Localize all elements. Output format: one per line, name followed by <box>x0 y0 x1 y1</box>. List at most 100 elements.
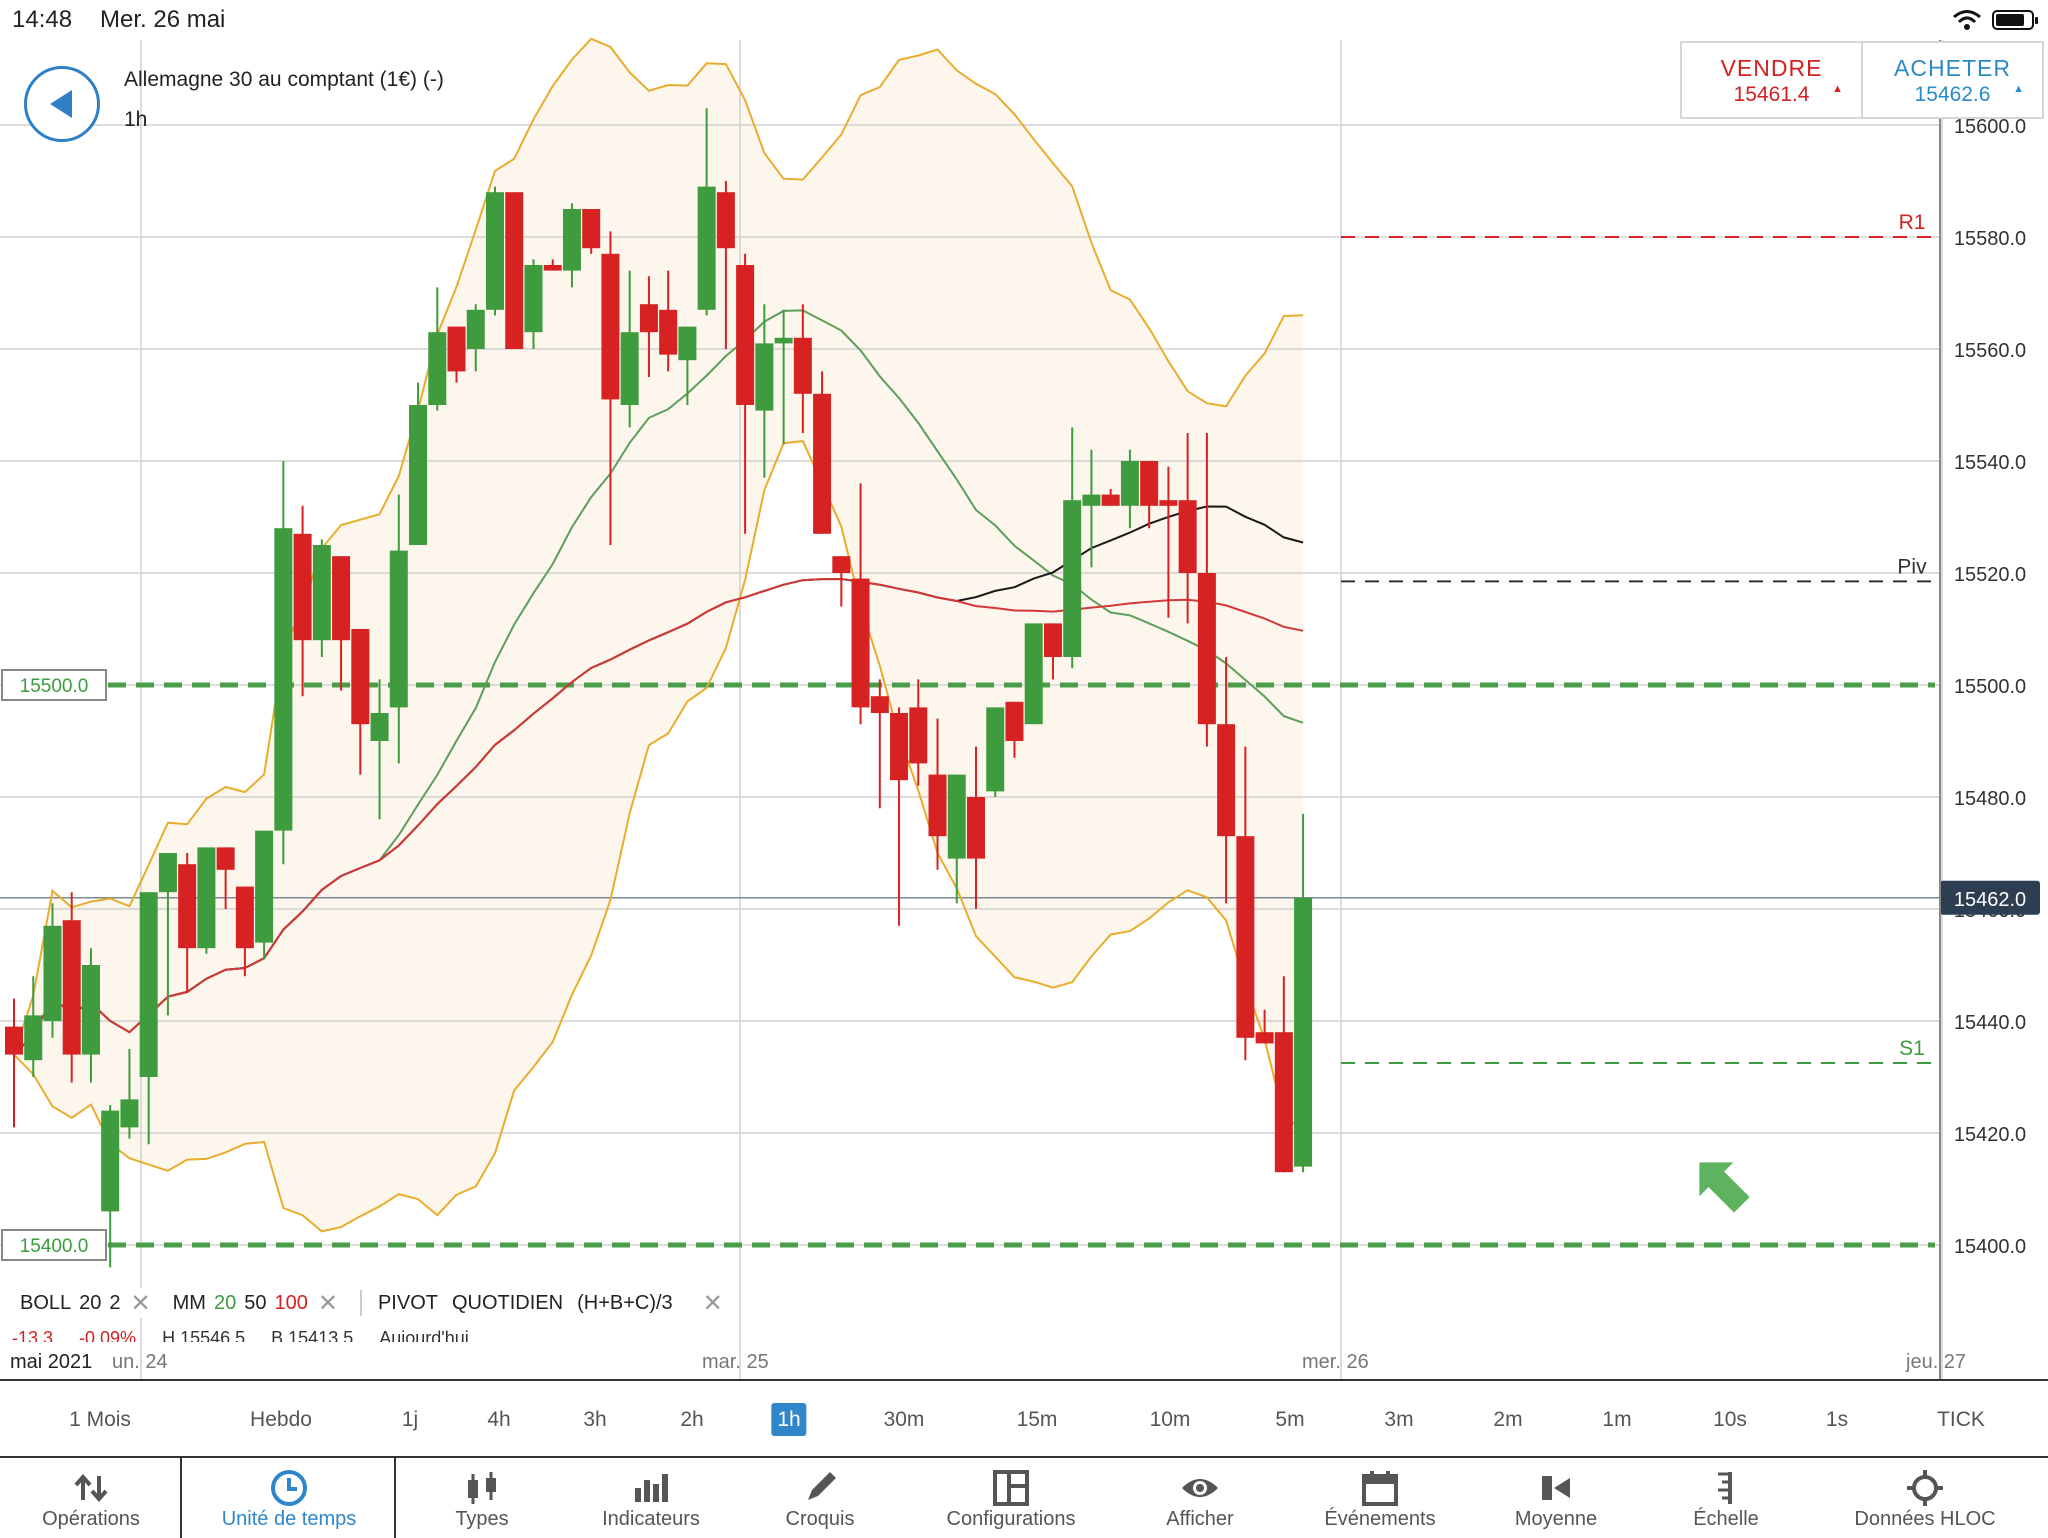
chart-area[interactable]: 15400.015420.015440.015460.015480.015500… <box>0 0 2048 1380</box>
candle-body <box>562 209 581 271</box>
nav-timeframe[interactable]: Unité de temps <box>182 1458 396 1536</box>
sell-button[interactable]: VENDRE 15461.4 ▲ <box>1682 43 1861 117</box>
timeframe-1h[interactable]: 1h <box>771 1403 807 1436</box>
candle-body <box>678 326 697 361</box>
nav-average-label: Moyenne <box>1514 1508 1598 1530</box>
timeframe-10s[interactable]: 10s <box>1713 1408 1747 1431</box>
nav-hloc[interactable]: Données HLOC <box>1816 1458 2034 1536</box>
nav-scale[interactable]: Échelle <box>1636 1458 1816 1536</box>
x-axis: mai 2021 un. 24 mar. 25 mer. 26 jeu. 27 <box>0 1349 2048 1379</box>
timeframe-3h[interactable]: 3h <box>583 1408 607 1431</box>
nav-display-label: Afficher <box>1166 1508 1234 1530</box>
nav-display[interactable]: Afficher <box>1116 1458 1284 1536</box>
remove-pivot-icon[interactable]: ✕ <box>702 1289 723 1317</box>
candle-body <box>736 265 755 405</box>
bottom-nav: Opérations Unité de temps Types Indicate… <box>0 1456 2048 1538</box>
x-label-27: jeu. 27 <box>1906 1351 1967 1373</box>
candle-body <box>716 192 735 249</box>
instrument-name: Allemagne 30 au comptant (1€) (-) <box>124 68 444 91</box>
y-tick-label: 15580.0 <box>1954 228 2026 250</box>
x-label-25: mar. 25 <box>702 1351 769 1373</box>
status-bar: 14:48 Mer. 26 mai <box>0 0 2048 40</box>
candle-body <box>505 192 524 349</box>
remove-mm-icon[interactable]: ✕ <box>317 1289 338 1317</box>
eye-icon <box>1182 1479 1218 1497</box>
legend-divider <box>359 1290 362 1316</box>
y-tick-label: 15560.0 <box>1954 340 2026 362</box>
timeframe-1m[interactable]: 1m <box>1602 1408 1632 1431</box>
nav-timeframe-label: Unité de temps <box>221 1508 357 1530</box>
y-tick-label: 15420.0 <box>1954 1124 2026 1146</box>
green-arrow-icon <box>1699 1162 1750 1213</box>
timeframe-1j[interactable]: 1j <box>401 1408 419 1431</box>
candle-body <box>755 343 774 411</box>
timeframe-3m[interactable]: 3m <box>1384 1408 1414 1431</box>
candle-body <box>466 309 485 349</box>
candle-body <box>24 1015 43 1061</box>
candle-body <box>1159 500 1178 506</box>
s1-label: S1 <box>1899 1037 1925 1060</box>
back-button[interactable] <box>24 66 100 142</box>
remove-boll-icon[interactable]: ✕ <box>130 1289 151 1317</box>
mm-name[interactable]: MM <box>172 1291 206 1314</box>
candle-body <box>120 1099 139 1128</box>
timeframe-1-mois[interactable]: 1 Mois <box>69 1408 131 1431</box>
buy-up-arrow-icon: ▲ <box>2013 83 2024 95</box>
candle-body <box>832 556 851 573</box>
nav-divider-1 <box>180 1458 182 1538</box>
pencil-icon <box>808 1472 836 1500</box>
timeframe-5m[interactable]: 5m <box>1275 1408 1305 1431</box>
boll-name[interactable]: BOLL <box>20 1291 72 1314</box>
nav-sketches[interactable]: Croquis <box>734 1458 906 1536</box>
candle-body <box>697 186 716 310</box>
scale-icon <box>1718 1472 1732 1504</box>
timeframe-2m[interactable]: 2m <box>1493 1408 1523 1431</box>
timeframe-1s[interactable]: 1s <box>1825 1408 1849 1431</box>
nav-types[interactable]: Types <box>396 1458 568 1536</box>
timeframe-2h[interactable]: 2h <box>680 1408 704 1431</box>
candle-body <box>293 533 312 641</box>
timeframe-tick[interactable]: TICK <box>1937 1408 1985 1431</box>
y-tick-label: 15540.0 <box>1954 452 2026 474</box>
candle-body <box>158 853 177 893</box>
nav-hloc-label: Données HLOC <box>1854 1508 1996 1530</box>
timeframe-bar: 1 Mois Hebdo 1j 4h 3h 2h 1h 30m 15m 10m 5m 3m 2m 1m 10… <box>0 1381 2048 1457</box>
nav-indicators[interactable]: Indicateurs <box>568 1458 734 1536</box>
today-label: Aujourd'hui <box>379 1328 469 1342</box>
mm-period-50: 50 <box>244 1291 267 1314</box>
pivot-name[interactable]: PIVOT <box>377 1291 438 1314</box>
candle-body <box>351 629 370 725</box>
candle-body <box>62 920 81 1055</box>
candle-body <box>774 337 793 344</box>
candle-body <box>332 556 351 641</box>
candle-body <box>1140 461 1159 506</box>
timeframe-4h[interactable]: 4h <box>487 1408 511 1431</box>
candle-body <box>928 774 947 837</box>
price-chart[interactable]: 15400.015420.015440.015460.015480.015500… <box>0 0 2048 1380</box>
nav-events[interactable]: Événements <box>1284 1458 1476 1536</box>
candle-body <box>1197 573 1216 725</box>
instrument-timeframe: 1h <box>124 108 148 131</box>
timeframe-10m[interactable]: 10m <box>1149 1408 1191 1431</box>
nav-average[interactable]: Moyenne <box>1476 1458 1636 1536</box>
candle-body <box>1082 494 1101 506</box>
candles-icon <box>468 1472 496 1504</box>
nav-configurations[interactable]: Configurations <box>906 1458 1116 1536</box>
x-axis-line <box>0 1379 2048 1381</box>
timeframe-15m[interactable]: 15m <box>1016 1408 1058 1431</box>
bollinger-band-fill <box>14 38 1304 1232</box>
candle-body <box>1101 494 1120 506</box>
buy-button[interactable]: ACHETER 15462.6 ▲ <box>1861 43 2042 117</box>
boll-dev: 2 <box>109 1291 121 1314</box>
level-label-box <box>1 669 107 701</box>
timeframe-30m[interactable]: 30m <box>883 1408 925 1431</box>
candle-body <box>967 797 985 859</box>
nav-sketches-label: Croquis <box>785 1508 855 1530</box>
candle-body <box>1294 897 1313 1167</box>
nav-operations[interactable]: Opérations <box>0 1458 182 1536</box>
level-label: 15500.0 <box>20 676 89 697</box>
timeframe-hebdo[interactable]: Hebdo <box>250 1408 312 1431</box>
status-time: 14:48 <box>12 6 73 33</box>
candle-body <box>1120 461 1139 506</box>
y-tick-label: 15480.0 <box>1954 788 2026 810</box>
